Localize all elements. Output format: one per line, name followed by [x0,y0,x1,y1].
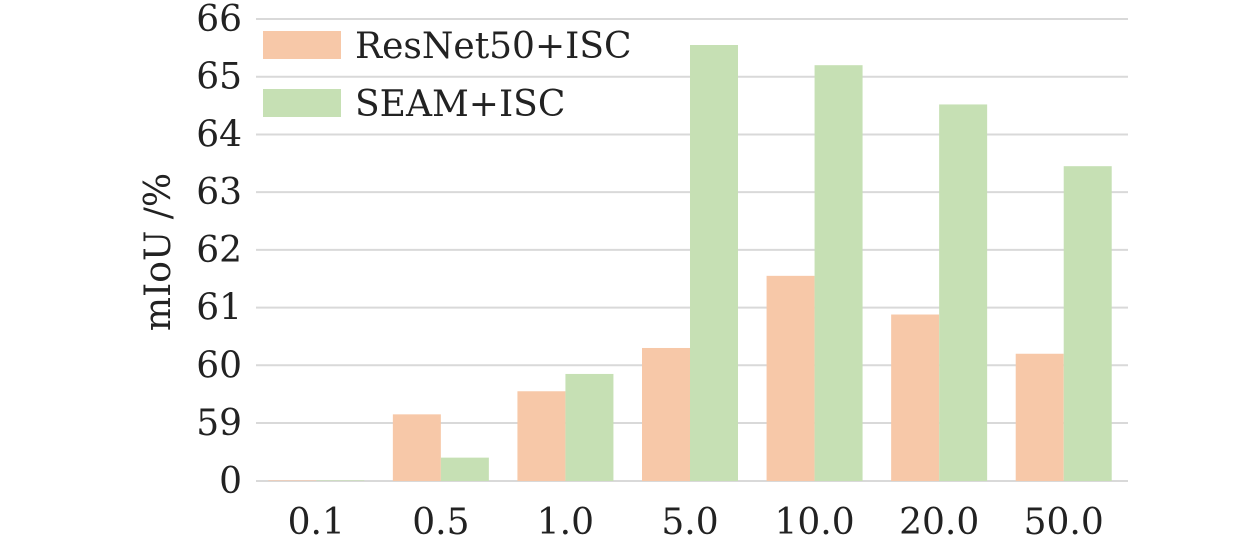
bar-resnet50-isc-50.0 [1015,353,1064,481]
x-tick-label: 0.5 [412,502,469,543]
legend-label-seam-isc: SEAM+ISC [355,84,565,125]
bar-seam-isc-20.0 [939,104,988,482]
bar-resnet50-isc-10.0 [766,275,815,481]
legend-swatch-resnet50-isc [263,31,341,59]
x-tick-label: 10.0 [774,502,854,543]
bars [268,44,1112,482]
y-tick-label: 62 [196,230,242,271]
bar-seam-isc-0.5 [440,457,489,481]
x-tick-label: 20.0 [899,502,979,543]
x-tick-labels: 0.1 0.5 1.0 5.0 10.0 20.0 50.0 [288,502,1104,543]
legend-label-resnet50-isc: ResNet50+ISC [355,26,632,67]
bar-seam-isc-50.0 [1063,166,1112,482]
y-tick-labels: 0 59 60 61 62 63 64 65 66 [196,0,242,502]
bar-seam-isc-1.0 [565,373,614,481]
y-axis-title: mIoU /% [138,173,179,331]
y-tick-label: 64 [196,114,242,155]
x-tick-label: 5.0 [661,502,718,543]
bar-resnet50-isc-1.0 [517,391,566,481]
y-tick-label: 60 [196,345,242,386]
y-tick-label: 59 [196,403,242,444]
x-tick-label: 0.1 [288,502,345,543]
bar-seam-isc-0.1 [316,480,365,481]
bar-resnet50-isc-5.0 [642,347,690,481]
bar-seam-isc-5.0 [690,44,738,481]
x-tick-label: 1.0 [537,502,594,543]
bar-seam-isc-10.0 [814,65,863,481]
bar-resnet50-isc-20.0 [891,314,940,481]
y-tick-label: 63 [196,172,242,213]
y-tick-label: 61 [196,288,242,329]
legend-swatch-seam-isc [263,89,341,117]
x-tick-label: 50.0 [1024,502,1104,543]
y-tick-label: 66 [196,0,242,40]
bar-resnet50-isc-0.1 [268,480,317,481]
y-tick-label: 65 [196,57,242,98]
legend: ResNet50+ISC SEAM+ISC [263,26,632,125]
bar-resnet50-isc-0.5 [392,414,441,481]
y-tick-label: 0 [219,461,242,502]
